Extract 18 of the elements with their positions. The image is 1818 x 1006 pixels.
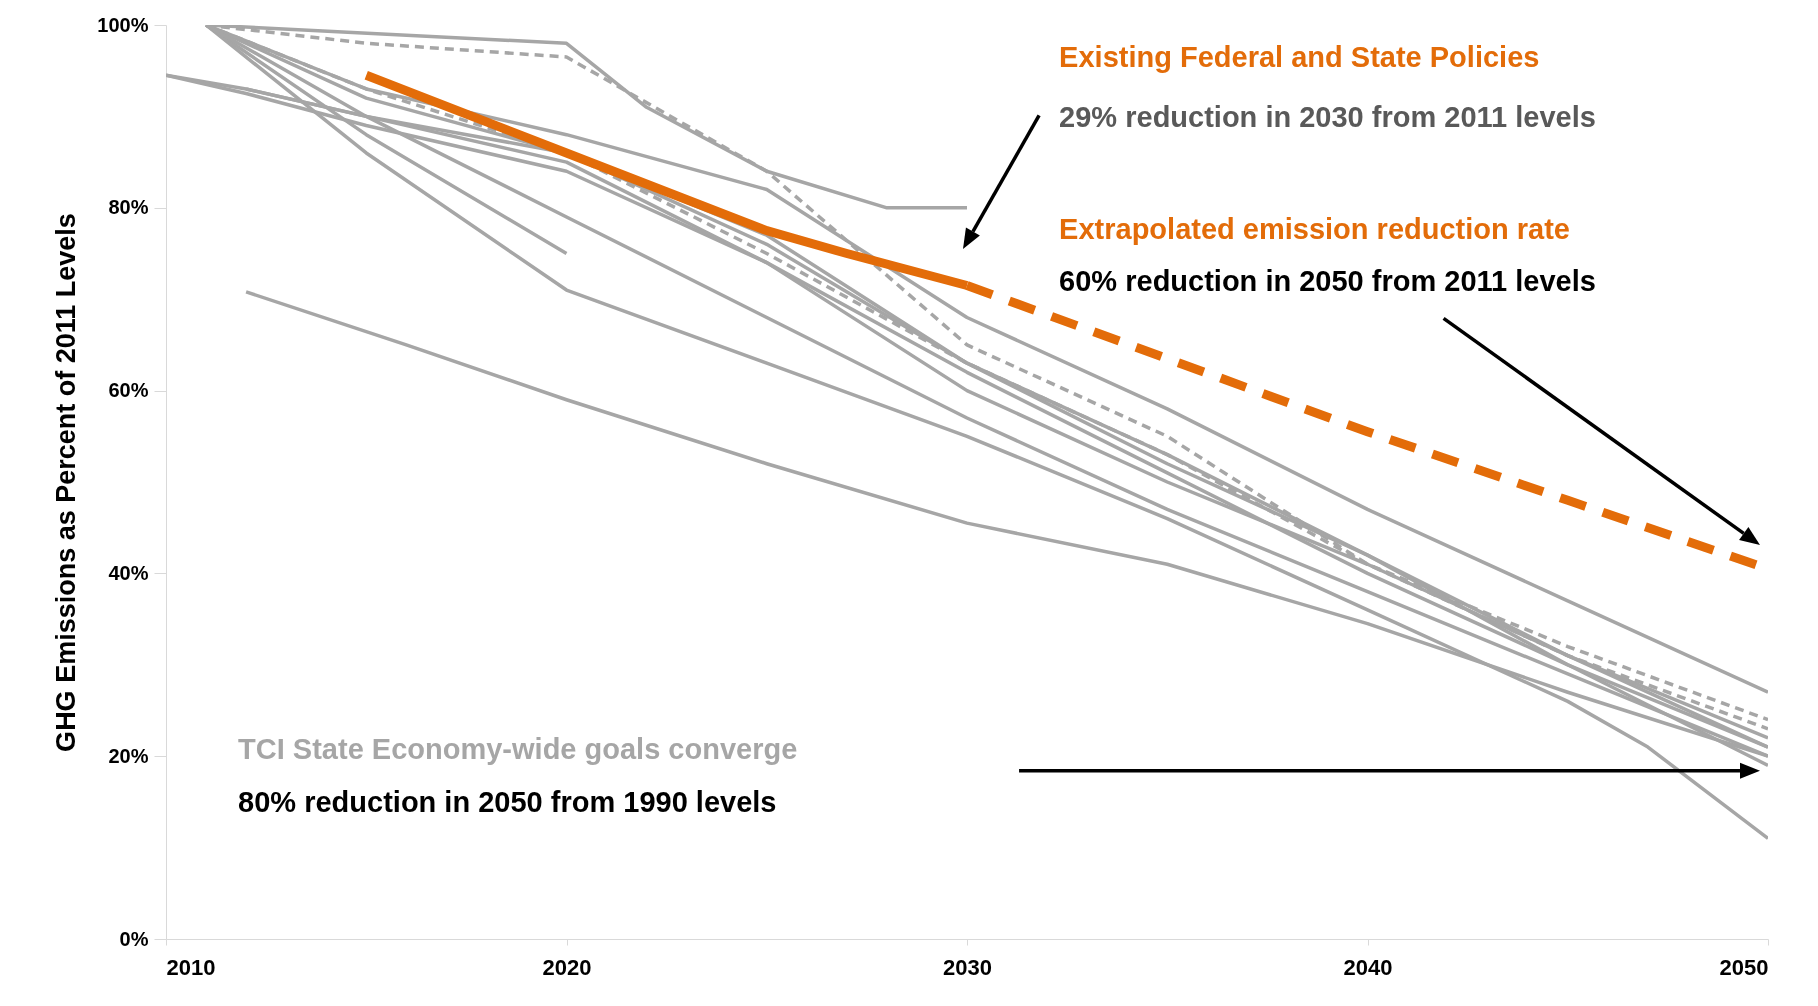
annotation: 60% reduction in 2050 from 2011 levels bbox=[1059, 264, 1596, 297]
y-tick-label: 0% bbox=[119, 927, 149, 950]
y-tick-label: 100% bbox=[97, 13, 149, 36]
annotation: TCI State Economy-wide goals converge bbox=[238, 732, 798, 765]
annotation: Extrapolated emission reduction rate bbox=[1059, 212, 1570, 245]
annotation: Existing Federal and State Policies bbox=[1059, 40, 1540, 73]
y-axis-title: GHG Emissions as Percent of 2011 Levels bbox=[51, 213, 82, 752]
x-tick-label: 2030 bbox=[943, 954, 992, 980]
y-tick-label: 60% bbox=[108, 379, 149, 402]
y-tick-label: 20% bbox=[108, 744, 149, 767]
x-tick-label: 2010 bbox=[166, 954, 216, 980]
x-tick-label: 2050 bbox=[1719, 954, 1769, 980]
y-tick-label: 40% bbox=[108, 561, 149, 584]
x-tick-label: 2020 bbox=[542, 954, 592, 980]
x-tick-label: 2040 bbox=[1343, 954, 1393, 980]
y-tick-label: 80% bbox=[108, 196, 149, 219]
annotation: 29% reduction in 2030 from 2011 levels bbox=[1059, 101, 1596, 134]
annotation: 80% reduction in 2050 from 1990 levels bbox=[238, 785, 777, 818]
